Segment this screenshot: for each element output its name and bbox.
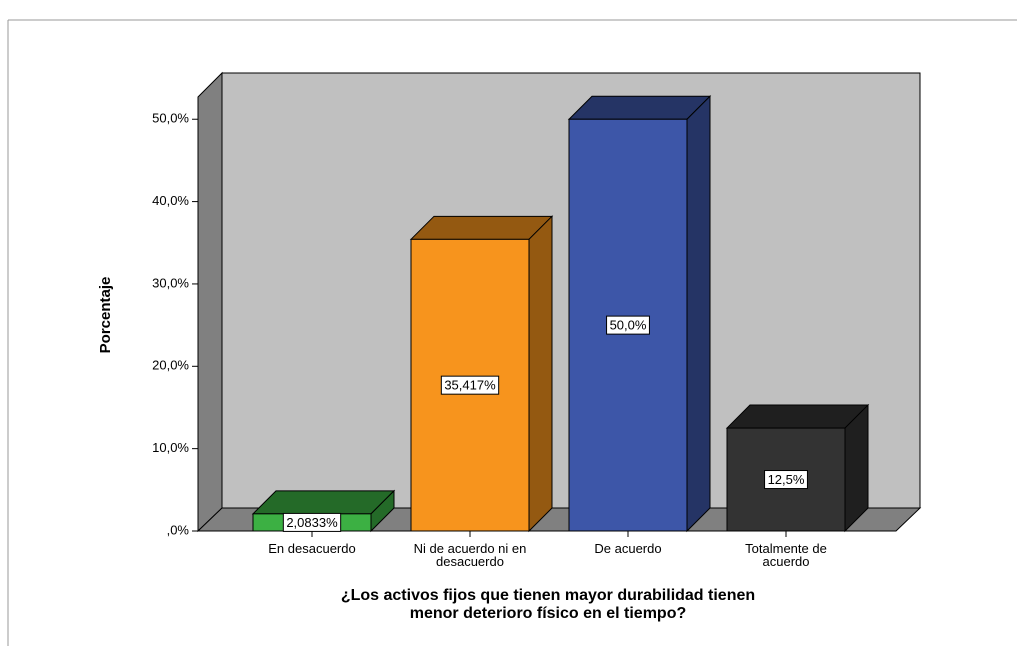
x-tick-label: Totalmente de acuerdo <box>745 541 827 569</box>
bar-side <box>844 403 869 533</box>
y-tick-label: 20,0% <box>152 358 189 373</box>
value-label-box <box>764 470 808 490</box>
x-tick-label: En desacuerdo <box>268 541 356 556</box>
value-label: 50,0% <box>610 318 647 333</box>
bar-top <box>409 215 554 240</box>
bar-top <box>725 404 870 429</box>
value-label: 35,417% <box>444 378 496 393</box>
bar-side <box>528 215 553 533</box>
bar-side <box>686 95 711 533</box>
y-axis-label: Porcentaje <box>97 277 114 354</box>
y-tick-label: 30,0% <box>152 275 189 290</box>
value-label: 12,5% <box>768 472 805 487</box>
value-label-box <box>606 315 650 335</box>
left-wall <box>197 71 223 533</box>
y-tick-label: 40,0% <box>152 193 189 208</box>
x-tick-label: Ni de acuerdo ni en desacuerdo <box>413 541 527 569</box>
y-tick-label: 50,0% <box>152 111 189 126</box>
x-axis-title: ¿Los activos fijos que tienen mayor dura… <box>341 587 755 604</box>
x-axis-title: menor deterioro físico en el tiempo? <box>410 605 687 622</box>
y-tick-label: 10,0% <box>152 440 189 455</box>
value-label: 2,0833% <box>286 515 338 530</box>
bar-top <box>251 490 396 515</box>
value-label-box <box>440 375 500 395</box>
y-tick-label: ,0% <box>167 522 190 537</box>
x-tick-label: De acuerdo <box>594 541 662 556</box>
bar-top <box>567 95 712 120</box>
